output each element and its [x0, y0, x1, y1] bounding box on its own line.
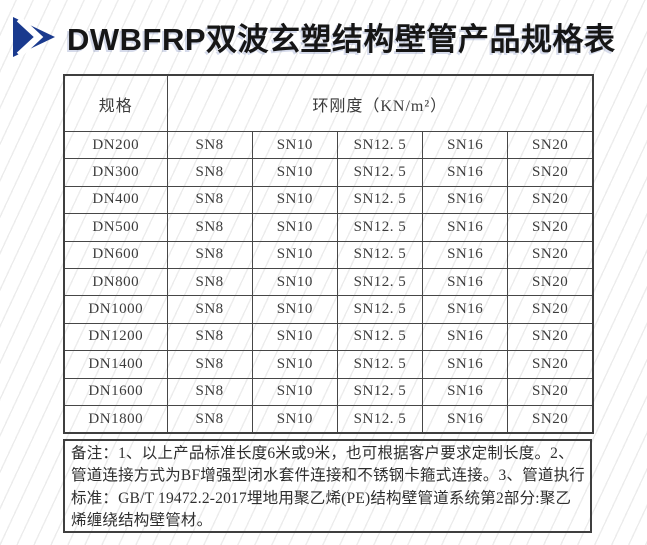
sn-cell: SN10 — [251, 240, 338, 269]
spec-cell: DN1400 — [63, 350, 168, 379]
sn-cell: SN8 — [166, 295, 253, 324]
sn-cell: SN16 — [422, 404, 509, 434]
sn-cell: SN16 — [422, 377, 509, 406]
sn-cell: SN10 — [251, 185, 338, 215]
spec-cell: DN200 — [63, 130, 168, 160]
sn-cell: SN20 — [507, 322, 594, 352]
table-row: DN600 SN8 SN10 SN12. 5 SN16 SN20 — [63, 240, 594, 269]
table-row: DN300 SN8 SN10 SN12. 5 SN16 SN20 — [63, 158, 594, 187]
spec-cell: DN300 — [63, 158, 168, 187]
sn-cell: SN10 — [251, 130, 338, 160]
table-row: DN1600 SN8 SN10 SN12. 5 SN16 SN20 — [63, 377, 594, 406]
sn-cell: SN16 — [422, 350, 509, 379]
double-chevron-right-icon — [13, 16, 55, 57]
sn-cell: SN12. 5 — [336, 350, 424, 379]
table-row: DN1400 SN8 SN10 SN12. 5 SN16 SN20 — [63, 350, 594, 379]
sn-cell: SN20 — [507, 240, 594, 269]
sn-cell: SN20 — [507, 213, 594, 242]
spec-cell: DN1800 — [63, 404, 168, 434]
sn-cell: SN16 — [422, 130, 509, 160]
sn-cell: SN10 — [251, 350, 338, 379]
sn-cell: SN12. 5 — [336, 295, 424, 324]
table-header-row: 规格 环刚度（KN/m²） — [63, 74, 594, 132]
table-row: DN500 SN8 SN10 SN12. 5 SN16 SN20 — [63, 213, 594, 242]
page-title: DWBFRP双波玄塑结构壁管产品规格表 — [67, 22, 616, 57]
sn-cell: SN12. 5 — [336, 322, 424, 352]
sn-cell: SN16 — [422, 240, 509, 269]
spec-cell: DN1000 — [63, 295, 168, 324]
sn-cell: SN20 — [507, 158, 594, 187]
sn-cell: SN20 — [507, 185, 594, 215]
sn-cell: SN10 — [251, 213, 338, 242]
sn-cell: SN10 — [251, 158, 338, 187]
note-box: 备注：1、以上产品标准长度6米或9米，也可根据客户要求定制长度。2、管道连接方式… — [63, 439, 592, 533]
sn-cell: SN16 — [422, 267, 509, 297]
sn-cell: SN16 — [422, 213, 509, 242]
sn-cell: SN20 — [507, 130, 594, 160]
sn-cell: SN16 — [422, 322, 509, 352]
sn-cell: SN12. 5 — [336, 213, 424, 242]
table-row: DN400 SN8 SN10 SN12. 5 SN16 SN20 — [63, 185, 594, 215]
sn-cell: SN12. 5 — [336, 130, 424, 160]
table-row: DN1000 SN8 SN10 SN12. 5 SN16 SN20 — [63, 295, 594, 324]
sn-cell: SN8 — [166, 158, 253, 187]
note-text: 备注：1、以上产品标准长度6米或9米，也可根据客户要求定制长度。2、管道连接方式… — [71, 445, 586, 530]
sn-cell: SN20 — [507, 267, 594, 297]
sn-cell: SN8 — [166, 213, 253, 242]
stiffness-column-header: 环刚度（KN/m²） — [166, 74, 594, 132]
sn-cell: SN16 — [422, 295, 509, 324]
table-row: DN800 SN8 SN10 SN12. 5 SN16 SN20 — [63, 267, 594, 297]
spec-cell: DN800 — [63, 267, 168, 297]
sn-cell: SN10 — [251, 377, 338, 406]
sn-cell: SN10 — [251, 322, 338, 352]
table-row: DN1800 SN8 SN10 SN12. 5 SN16 SN20 — [63, 404, 594, 434]
sn-cell: SN10 — [251, 267, 338, 297]
sn-cell: SN10 — [251, 295, 338, 324]
sn-cell: SN12. 5 — [336, 185, 424, 215]
sn-cell: SN8 — [166, 322, 253, 352]
sn-cell: SN8 — [166, 377, 253, 406]
sn-cell: SN8 — [166, 185, 253, 215]
spec-column-header: 规格 — [63, 74, 168, 132]
spec-table-body: DN200 SN8 SN10 SN12. 5 SN16 SN20 DN300 S… — [63, 130, 594, 434]
sn-cell: SN12. 5 — [336, 377, 424, 406]
spec-cell: DN1600 — [63, 377, 168, 406]
sn-cell: SN8 — [166, 130, 253, 160]
sn-cell: SN20 — [507, 350, 594, 379]
sn-cell: SN12. 5 — [336, 240, 424, 269]
sn-cell: SN20 — [507, 295, 594, 324]
sn-cell: SN12. 5 — [336, 267, 424, 297]
sn-cell: SN20 — [507, 377, 594, 406]
sn-cell: SN20 — [507, 404, 594, 434]
table-row: DN1200 SN8 SN10 SN12. 5 SN16 SN20 — [63, 322, 594, 352]
spec-cell: DN1200 — [63, 322, 168, 352]
sn-cell: SN12. 5 — [336, 158, 424, 187]
sn-cell: SN8 — [166, 350, 253, 379]
sn-cell: SN16 — [422, 185, 509, 215]
sn-cell: SN10 — [251, 404, 338, 434]
sn-cell: SN16 — [422, 158, 509, 187]
sn-cell: SN12. 5 — [336, 404, 424, 434]
sn-cell: SN8 — [166, 267, 253, 297]
spec-cell: DN400 — [63, 185, 168, 215]
table-row: DN200 SN8 SN10 SN12. 5 SN16 SN20 — [63, 130, 594, 160]
spec-cell: DN600 — [63, 240, 168, 269]
header-bar: DWBFRP双波玄塑结构壁管产品规格表 — [10, 14, 616, 59]
spec-table: 规格 环刚度（KN/m²） DN200 SN8 SN10 SN12. 5 SN1… — [63, 74, 594, 435]
spec-cell: DN500 — [63, 213, 168, 242]
sn-cell: SN8 — [166, 404, 253, 434]
sn-cell: SN8 — [166, 240, 253, 269]
